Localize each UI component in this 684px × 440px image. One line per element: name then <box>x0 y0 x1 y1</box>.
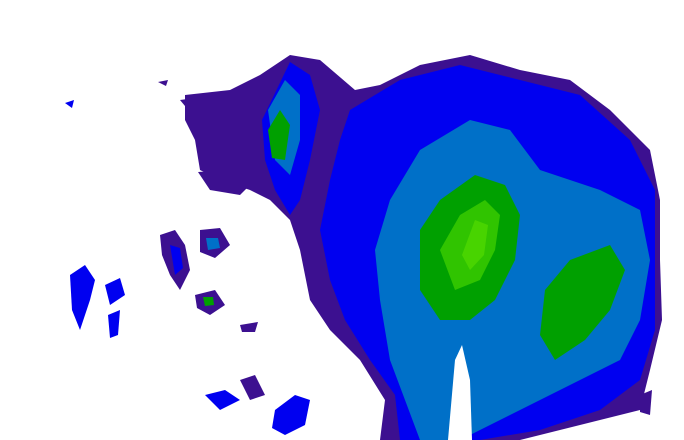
scattered-cells <box>65 80 652 435</box>
echo-gap <box>448 345 472 440</box>
echo-heavy-east <box>540 245 625 360</box>
echo-core <box>462 220 488 270</box>
echo-heavy-west <box>268 110 290 160</box>
